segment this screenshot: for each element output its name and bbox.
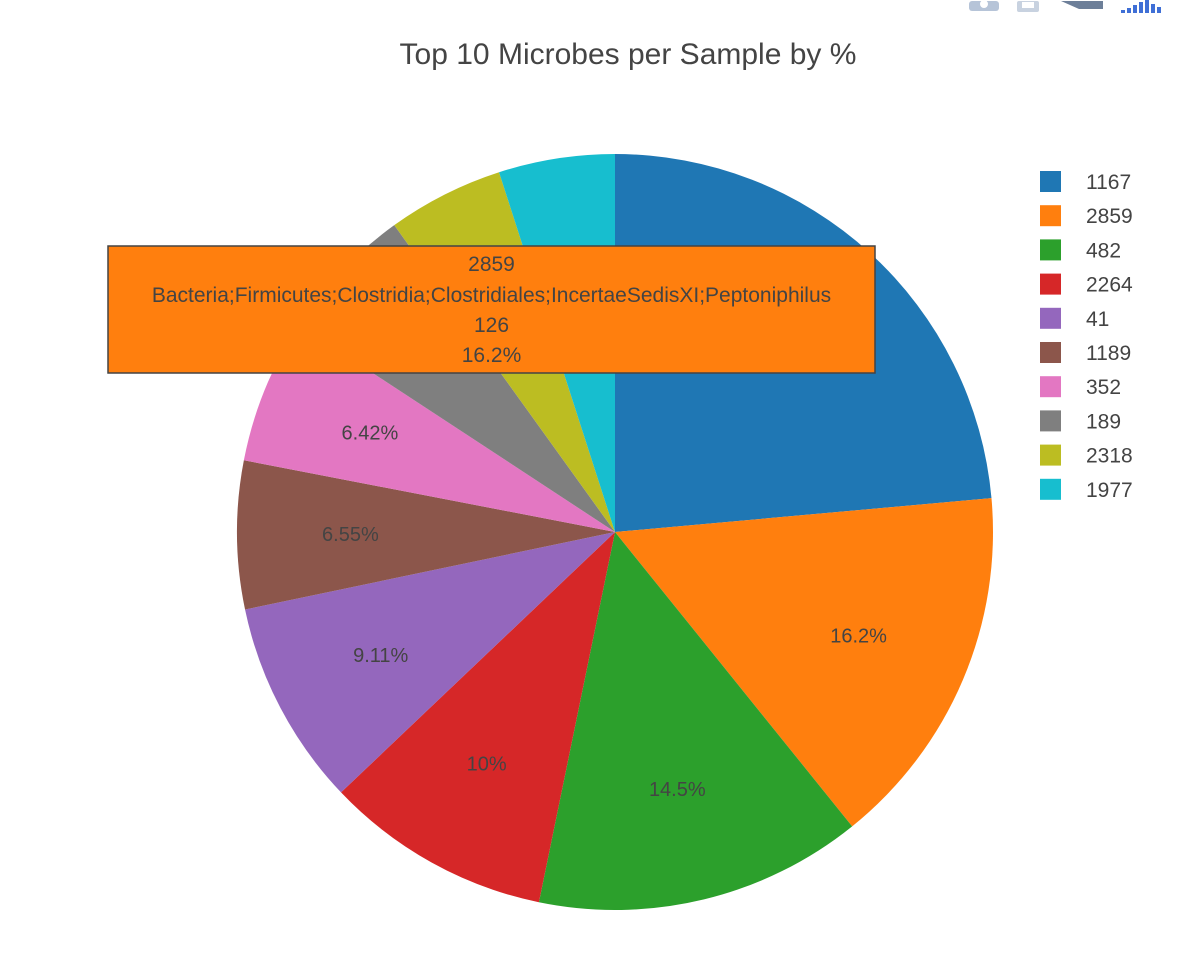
hover-box bbox=[107, 245, 876, 374]
pie-slice-2859[interactable] bbox=[615, 498, 993, 827]
legend-item-1167[interactable]: 1167 bbox=[1040, 171, 1131, 194]
modebar bbox=[969, 0, 1167, 14]
legend-label-1167: 1167 bbox=[1086, 171, 1131, 194]
legend-swatch-1167 bbox=[1040, 171, 1061, 192]
hover-tooltip: 2859 Bacteria;Firmicutes;Clostridia;Clos… bbox=[107, 245, 876, 374]
pie-slice-41[interactable] bbox=[245, 532, 616, 793]
legend-label-482: 482 bbox=[1086, 239, 1121, 262]
legend-item-2859[interactable]: 2859 bbox=[1040, 205, 1133, 228]
legend-swatch-1977 bbox=[1040, 478, 1061, 500]
slice-percent-label-482: 14.5% bbox=[649, 779, 706, 801]
hover-text: Bacteria;Firmicutes;Clostridia;Clostridi… bbox=[152, 284, 831, 307]
legend-label-2264: 2264 bbox=[1086, 274, 1133, 297]
hover-value: 126 bbox=[474, 314, 509, 337]
slice-percent-label-2859: 16.2% bbox=[830, 625, 887, 647]
legend-item-1189[interactable]: 1189 bbox=[1040, 342, 1131, 365]
legend-label-1977: 1977 bbox=[1086, 479, 1133, 502]
legend-label-189: 189 bbox=[1086, 410, 1121, 433]
legend-swatch-2264 bbox=[1040, 273, 1061, 295]
slice-percent-label-2264: 10% bbox=[467, 753, 507, 775]
plotly-logo-icon[interactable] bbox=[1121, 0, 1167, 19]
legend-item-189[interactable]: 189 bbox=[1040, 410, 1121, 433]
legend-swatch-2859 bbox=[1040, 205, 1061, 227]
slice-percent-label-41: 9.11% bbox=[353, 645, 408, 667]
legend-swatch-189 bbox=[1040, 410, 1061, 432]
legend-item-482[interactable]: 482 bbox=[1040, 239, 1121, 262]
hover-slice-label: 2859 bbox=[468, 253, 515, 276]
legend-item-352[interactable]: 352 bbox=[1040, 376, 1121, 399]
legend-label-2859: 2859 bbox=[1086, 205, 1133, 228]
legend-swatch-482 bbox=[1040, 239, 1061, 261]
pie-slice-1189[interactable] bbox=[236, 460, 615, 610]
legend-swatch-352 bbox=[1040, 376, 1061, 398]
legend-label-352: 352 bbox=[1086, 376, 1121, 399]
legend-swatch-41 bbox=[1040, 307, 1061, 329]
legend-item-2318[interactable]: 2318 bbox=[1040, 444, 1133, 468]
legend-label-1189: 1189 bbox=[1086, 342, 1131, 365]
hover-percent: 16.2% bbox=[462, 344, 522, 367]
legend-item-41[interactable]: 41 bbox=[1040, 307, 1109, 331]
pie-slice-2264[interactable] bbox=[341, 532, 615, 903]
pie-slice-352[interactable] bbox=[243, 324, 615, 532]
legend-item-2264[interactable]: 2264 bbox=[1040, 273, 1133, 297]
pan-icon[interactable] bbox=[1057, 0, 1103, 18]
legend-swatch-2318 bbox=[1040, 444, 1061, 466]
camera-icon[interactable] bbox=[969, 0, 999, 18]
chart-title: Top 10 Microbes per Sample by % bbox=[400, 38, 857, 71]
legend-label-41: 41 bbox=[1086, 308, 1109, 331]
legend-item-1977[interactable]: 1977 bbox=[1040, 478, 1133, 502]
legend: 1167 2859 482 2264 41 1189 352 189 2318 1977 bbox=[1040, 171, 1133, 502]
pie-slice-482[interactable] bbox=[538, 532, 853, 910]
legend-label-2318: 2318 bbox=[1086, 445, 1133, 468]
slice-percent-label-1189: 6.55% bbox=[322, 524, 379, 546]
save-icon[interactable] bbox=[1017, 0, 1039, 18]
slice-percent-label-352: 6.42% bbox=[342, 422, 399, 444]
legend-swatch-1189 bbox=[1040, 342, 1061, 363]
